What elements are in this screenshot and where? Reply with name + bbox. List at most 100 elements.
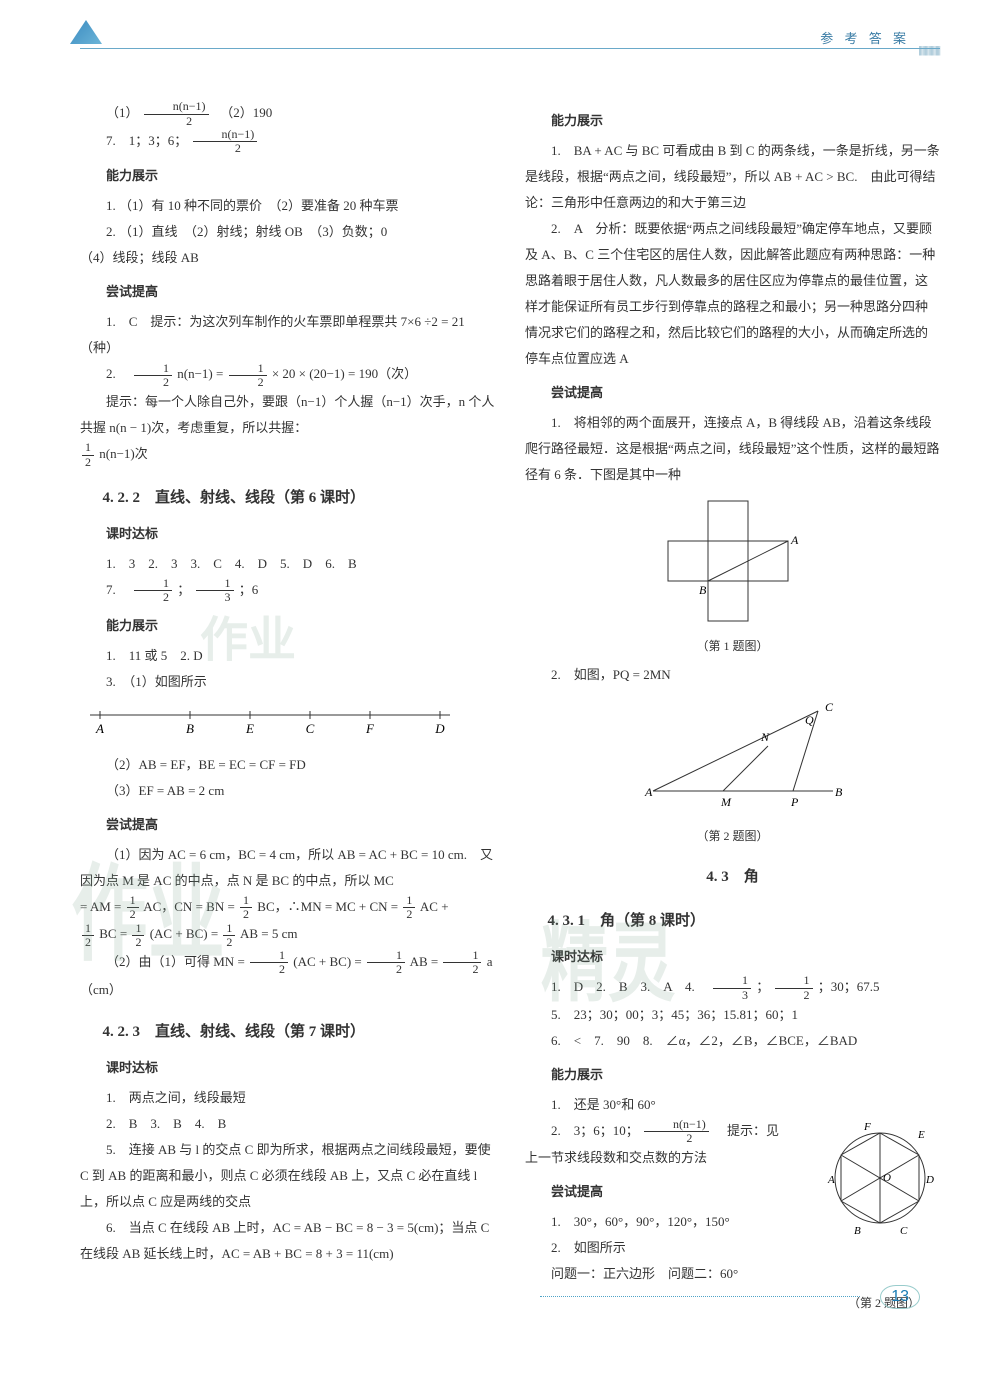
fraction: 12: [134, 362, 172, 389]
svg-text:F: F: [365, 721, 375, 736]
fraction: n(n−1)2: [644, 1118, 709, 1145]
svg-text:B: B: [186, 721, 194, 736]
fraction: 12: [229, 362, 267, 389]
text-line: 1. BA + AC 与 BC 可看成由 B 到 C 的两条线，一条是折线，另一…: [525, 138, 940, 216]
text-line: 1. 将相邻的两个面展开，连接点 A，B 得线段 AB，沿着这条线段爬行路径最短…: [525, 410, 940, 488]
text-line: 12 n(n−1)次: [80, 441, 495, 469]
svg-text:Q: Q: [805, 713, 814, 727]
section-title: 课时达标: [80, 521, 495, 547]
hexagon-figure: A B C D E F O: [820, 1118, 940, 1238]
header-hatch-icon: ||||||||||||||||||: [918, 44, 940, 56]
text: BC =: [99, 926, 130, 941]
text: AB =: [410, 954, 442, 969]
svg-text:B: B: [835, 785, 843, 799]
text: （1）: [106, 105, 139, 120]
text: （2）190: [214, 105, 273, 120]
text-line: 12 BC = 12 (AC + BC) = 12 AB = 5 cm: [80, 921, 495, 949]
text: ；30；67.5: [818, 979, 880, 994]
header-rule: [80, 48, 940, 49]
text-line: = AM = 12 AC，CN = BN = 12 BC，∴MN = MC + …: [80, 894, 495, 922]
fraction: 12: [82, 922, 94, 949]
text-line: 6. 当点 C 在线段 AB 上时，AC = AB − BC = 8 − 3 =…: [80, 1215, 495, 1267]
text: AC +: [420, 899, 449, 914]
svg-text:A: A: [95, 721, 104, 736]
text-line: 6. < 7. 90 8. ∠α，∠2，∠B，∠BCE，∠BAD: [525, 1028, 940, 1054]
svg-text:O: O: [883, 1172, 891, 1184]
fraction: 12: [250, 949, 288, 976]
text-line: 5. 连接 AB 与 l 的交点 C 即为所求，根据两点之间线段最短，要使 C …: [80, 1137, 495, 1215]
text: ；6: [239, 582, 259, 597]
svg-text:E: E: [917, 1129, 925, 1141]
fraction: 13: [713, 974, 751, 1001]
section-heading: 4. 2. 2 直线、射线、线段（第 6 课时）: [80, 483, 495, 513]
text-line: 2. （1）直线 （2）射线；射线 OB （3）负数；0: [80, 219, 495, 245]
left-column: （1） n(n−1)2 （2）190 7. 1；3；6； n(n−1)2 能力展…: [80, 100, 495, 1319]
text: 1. D 2. B 3. A 4.: [551, 979, 708, 994]
section-title: 尝试提高: [525, 380, 940, 406]
svg-text:E: E: [245, 721, 254, 736]
text: 2.: [106, 366, 129, 381]
fraction: 12: [240, 894, 252, 921]
text-line: （1）因为 AC = 6 cm，BC = 4 cm，所以 AB = AC + B…: [80, 842, 495, 894]
fraction: n(n−1)2: [144, 100, 209, 127]
text-line: （2）由（1）可得 MN = 12 (AC + BC) = 12 AB = 12…: [80, 949, 495, 1003]
hexagon-svg: A B C D E F O: [820, 1118, 940, 1238]
text: ；: [177, 582, 190, 597]
footer-dotted-rule: [540, 1296, 860, 1297]
fraction: 12: [367, 949, 405, 976]
text-line: 1. 还是 30°和 60°: [525, 1092, 940, 1118]
fraction: 12: [132, 922, 144, 949]
page: 参 考 答 案 |||||||||||||||||| 作业 作业 精灵 （1） …: [0, 0, 1000, 1349]
section-title: 能力展示: [80, 163, 495, 189]
text-line: 1. C 提示：为这次列车制作的火车票即单程票共 7×6 ÷2 = 21（种）: [80, 309, 495, 361]
number-line-figure: A B E C F D: [80, 703, 495, 748]
text-line: 5. 23；30；00；3；45；36；15.81；60；1: [525, 1002, 940, 1028]
section-heading: 4. 3 角: [525, 862, 940, 892]
svg-text:F: F: [863, 1121, 871, 1133]
text-line: 7. 12 ； 13 ；6: [80, 577, 495, 605]
figure-caption: （第 2 题图）: [525, 1291, 940, 1315]
section-title: 能力展示: [525, 108, 940, 134]
text-line: 2. 如图，PQ = 2MN: [525, 662, 940, 688]
logo-icon: [70, 20, 102, 44]
fraction: 12: [403, 894, 415, 921]
fraction: 12: [775, 974, 813, 1001]
text-line: （2）AB = EF，BE = EC = CF = FD: [80, 752, 495, 778]
text: × 20 × (20−1) = 190（次）: [272, 366, 417, 381]
triangle-svg: A M P B N Q C: [633, 696, 873, 816]
text: 提示：见: [714, 1123, 779, 1138]
svg-text:A: A: [790, 533, 799, 547]
text-line: （1） n(n−1)2 （2）190: [80, 100, 495, 128]
section-title: 尝试提高: [80, 279, 495, 305]
number-line-svg: A B E C F D: [80, 703, 460, 739]
fraction: 12: [127, 894, 139, 921]
svg-text:D: D: [434, 721, 445, 736]
section-title: 尝试提高: [80, 812, 495, 838]
svg-text:C: C: [825, 700, 834, 714]
text: 7. 1；3；6；: [106, 133, 187, 148]
text: n(n−1) =: [177, 366, 226, 381]
text-line: 1. 两点之间，线段最短: [80, 1085, 495, 1111]
text-line: 提示：每一个人除自己外，要跟（n−1）个人握（n−1）次手，n 个人共握 n(n…: [80, 389, 495, 441]
text: (AC + BC) =: [150, 926, 222, 941]
section-heading: 4. 2. 3 直线、射线、线段（第 7 课时）: [80, 1017, 495, 1047]
fraction: 12: [443, 949, 481, 976]
figure-caption: （第 2 题图）: [525, 824, 940, 848]
text: ；: [756, 979, 769, 994]
text-line: 问题一：正六边形 问题二：60°: [525, 1261, 940, 1287]
right-column: 能力展示 1. BA + AC 与 BC 可看成由 B 到 C 的两条线，一条是…: [525, 100, 940, 1319]
text-line: 2. B 3. B 4. B: [80, 1111, 495, 1137]
svg-text:M: M: [720, 795, 732, 809]
text-line: 3. （1）如图所示: [80, 669, 495, 695]
text-line: 2. 如图所示: [525, 1235, 940, 1261]
fraction: 12: [223, 922, 235, 949]
content-columns: （1） n(n−1)2 （2）190 7. 1；3；6； n(n−1)2 能力展…: [80, 100, 940, 1319]
text: AC，CN = BN =: [143, 899, 238, 914]
svg-text:C: C: [306, 721, 315, 736]
text-line: （4）线段；线段 AB: [80, 245, 495, 271]
section-title: 能力展示: [80, 613, 495, 639]
section-heading: 4. 3. 1 角（第 8 课时）: [525, 906, 940, 936]
text-line: 1. 11 或 5 2. D: [80, 643, 495, 669]
page-number-value: 13: [880, 1285, 920, 1309]
cube-net-figure: A B: [643, 496, 823, 626]
